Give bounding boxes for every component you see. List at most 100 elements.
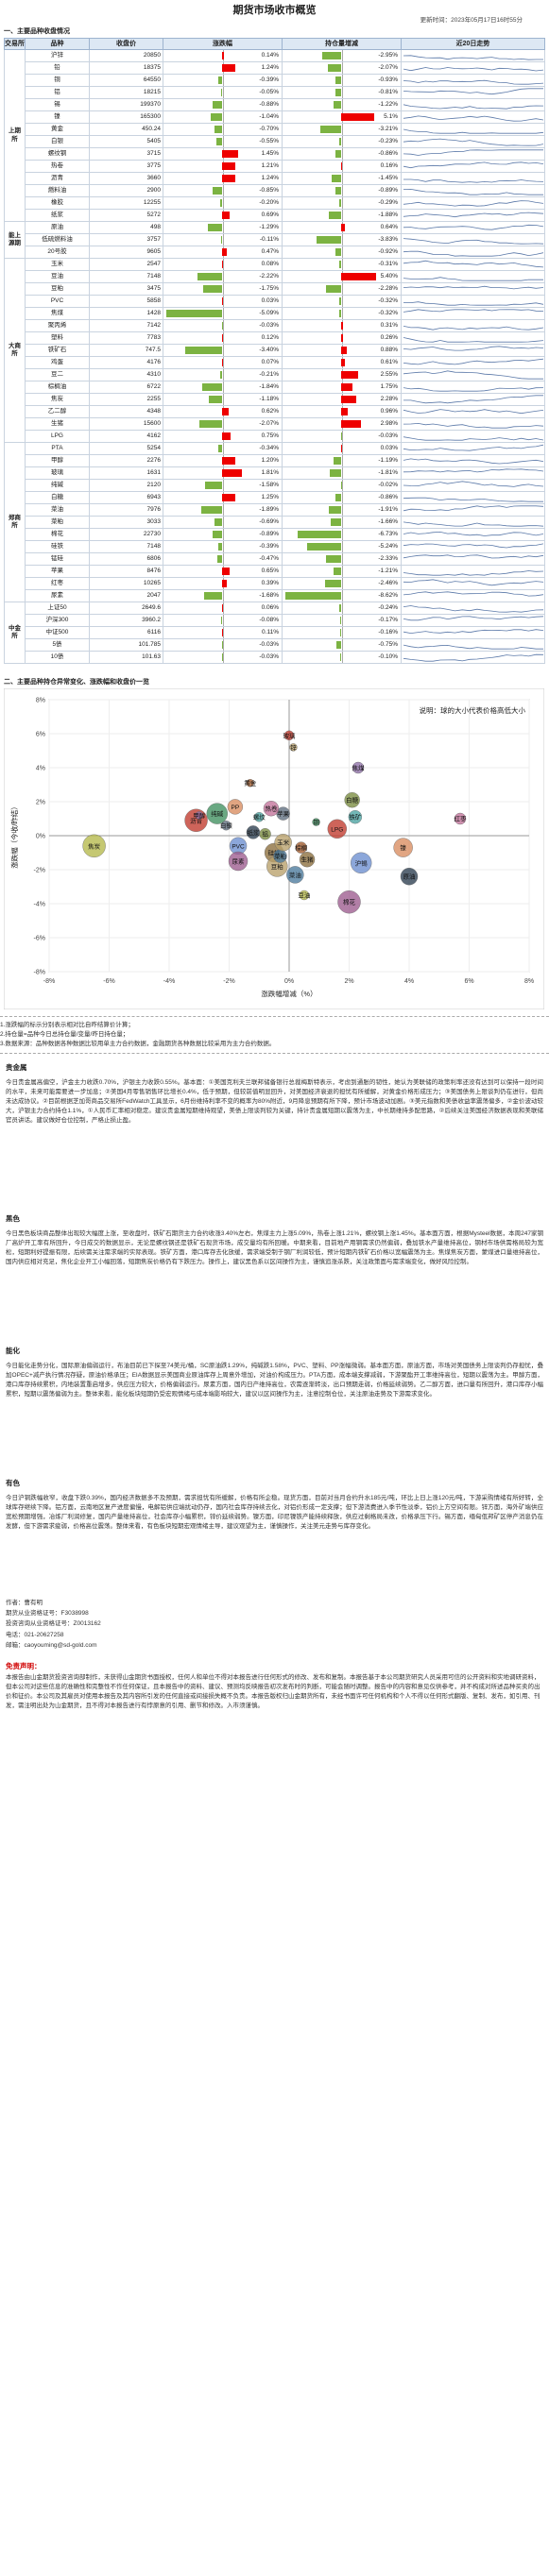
scatter-point [454,812,467,825]
oi-change-value: -1.81% [378,469,398,476]
oi-change-cell: 0.61% [282,356,402,369]
y-tick-label: 6% [36,732,45,738]
oi-change-value: -0.29% [378,199,398,206]
oi-change-value: -2.46% [378,580,398,586]
oi-change-bar [284,592,341,600]
change-bar [222,568,230,575]
trend-cell [401,184,545,197]
trend-cell [401,626,545,639]
header-oi: 持仓量增减 [282,38,402,50]
trend-sparkline [403,570,543,576]
product-name: 上证50 [25,602,90,615]
y-tick-label: 4% [36,766,45,772]
table-row: 豆粕 3475 -1.75% -2.28% [5,282,545,296]
oi-change-cell: -0.03% [282,430,402,443]
oi-change-value: -1.19% [378,457,398,464]
trend-cell [401,123,545,136]
trend-cell [401,565,545,578]
close-price: 5272 [89,209,163,222]
change-value: -0.47% [259,555,279,562]
change-value: -0.20% [259,199,279,206]
change-bar [222,604,223,612]
oi-change-bar [341,396,356,403]
trend-sparkline [403,200,543,207]
scatter-point [400,867,419,886]
disclaimer: 免责声明： 本报告由山金期货投资咨询部制作，未获得山金期货书面授权，任何人和单位… [0,1661,549,1712]
close-price: 4176 [89,356,163,369]
table-row: 热卷 3775 1.21% 0.16% [5,160,545,173]
trend-sparkline [403,104,543,110]
table-row: 大商所 玉米 2547 0.08% -0.31% [4,258,545,443]
table-row: 锡 199370 -0.88% -1.22% [5,98,545,111]
trend-sparkline [403,554,543,559]
product-name: 红枣 [25,577,90,590]
scatter-point-label: 生猪 [301,856,315,864]
close-price: 2649.6 [89,602,163,615]
close-price: 20850 [89,49,163,62]
table-row: 低硫燃料油 3757 -0.11% -3.83% [5,233,545,246]
close-price: 3475 [89,282,163,296]
oi-change-value: -0.16% [378,629,398,636]
product-name: 沥青 [25,172,90,185]
change-cell: 1.45% [163,147,283,161]
table-row: 铜 64550 -0.39% -0.93% [5,74,545,87]
author-email[interactable]: 邮箱：caoyouming@sd-gold.com [6,1642,97,1650]
oi-change-bar [335,76,341,84]
product-name: 铝 [25,86,90,99]
section-energy-chem: 能化 今日能化走势分化，国际原油偏弱运行，布油目前已下探至74美元/桶，SC原油… [0,1347,549,1471]
change-cell: -0.89% [163,528,283,541]
trend-cell [401,331,545,345]
product-name: 生猪 [25,417,90,431]
change-value: -1.84% [259,383,279,390]
oi-change-value: -0.31% [378,261,398,267]
trend-sparkline [403,629,543,635]
scatter-point [299,851,316,868]
oi-change-cell: -0.10% [282,651,402,664]
product-name: 中证500 [25,626,90,639]
trend-sparkline [403,458,543,465]
change-value: 0.69% [261,212,279,218]
scatter-point [393,838,413,857]
change-bar [213,187,222,195]
oi-change-bar [341,347,348,354]
change-bar [202,285,222,293]
trend-cell [401,258,545,271]
change-cell: 1.24% [163,172,283,185]
product-name: 白糖 [25,491,90,504]
trend-cell [401,147,545,161]
change-value: 0.65% [261,568,279,574]
y-tick-label: -2% [34,868,45,874]
product-name: 尿素 [25,589,90,602]
oi-change-cell: -0.89% [282,184,402,197]
author-advisory-license: 投资咨询从业资格证号：Z0013162 [6,1620,101,1628]
change-cell: -0.05% [163,86,283,99]
oi-change-cell: -0.86% [282,491,402,504]
change-bar [214,126,223,133]
oi-change-cell: -3.21% [282,123,402,136]
note-3: 3.数据来源：品种数据各种数据比较用单主力合约数据，金融期货各种数据比较采用为主… [0,1040,276,1047]
oi-change-cell: -1.91% [282,503,402,517]
product-name: 焦炭 [25,393,90,406]
close-price: 3775 [89,160,163,173]
change-value: -1.29% [259,224,279,230]
close-price: 15600 [89,417,163,431]
product-name: 沪深300 [25,614,90,627]
oi-change-cell: -5.24% [282,540,402,553]
trend-cell [401,503,545,517]
scatter-point [206,803,229,824]
section-body: 今日贵金属高偏空，沪金主力收跌0.70%，沪银主力收跌0.55%。基本面：①美国… [6,1078,543,1125]
close-price: 6943 [89,491,163,504]
change-value: 0.47% [261,248,279,255]
change-bar [212,531,223,538]
product-name: 豆粕 [25,282,90,296]
table-row: 玻璃 1631 1.81% -1.81% [5,466,545,480]
close-price: 3715 [89,147,163,161]
product-name: 苹果 [25,565,90,578]
product-name: 5债 [25,638,90,652]
change-bar [222,629,224,636]
product-name: 燃料油 [25,184,90,197]
change-bar [222,432,231,440]
oi-change-value: -1.45% [378,175,398,181]
oi-change-cell: -1.81% [282,466,402,480]
x-tick-label: 8% [524,978,534,985]
